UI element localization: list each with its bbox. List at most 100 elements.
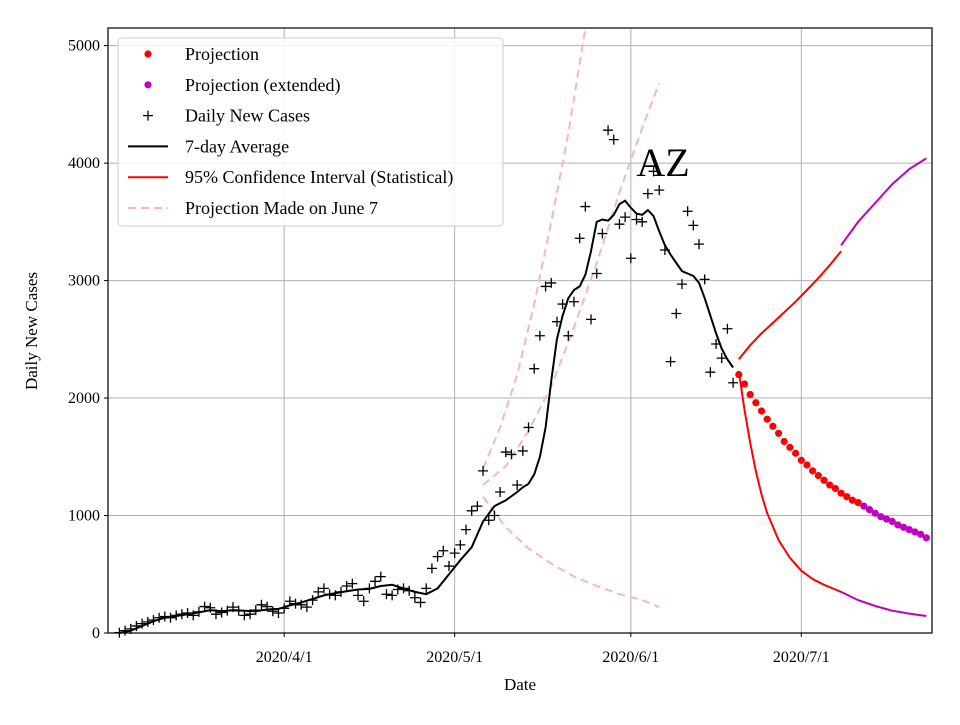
series-ci_ext: [840, 157, 927, 617]
daily-case-marker: [472, 501, 483, 512]
projection-point: [848, 496, 857, 504]
daily-case-marker: [557, 299, 568, 310]
daily-case-marker: [148, 615, 159, 626]
legend: Projection Projection (extended) Daily New…: [117, 37, 504, 227]
daily-case-marker: [330, 590, 341, 601]
daily-case-marker: [137, 618, 148, 629]
series-projection_ext: [860, 502, 930, 542]
projection_ext-point: [871, 509, 879, 517]
daily-case-marker: [364, 583, 375, 594]
daily-case-marker: [267, 606, 278, 617]
daily-case-marker: [483, 515, 494, 526]
daily-case-marker: [608, 134, 619, 145]
daily-case-marker: [159, 611, 170, 622]
daily-case-marker: [205, 602, 216, 613]
daily-case-marker: [688, 220, 699, 231]
daily-case-marker: [313, 586, 324, 597]
legend-label: Projection (extended): [185, 75, 340, 96]
projection-point: [843, 493, 851, 501]
daily-case-marker: [318, 583, 329, 594]
daily-case-marker: [358, 596, 369, 607]
daily-case-marker: [216, 607, 227, 618]
projection_ext-point: [899, 523, 908, 531]
daily-case-marker: [415, 597, 426, 608]
ci-band-line: [737, 370, 842, 593]
projection-point: [814, 471, 822, 480]
daily-case-marker: [574, 233, 585, 244]
daily-case-marker: [250, 605, 261, 616]
daily-case-marker: [642, 188, 653, 199]
projection-point: [735, 370, 743, 379]
projection_ext-point: [888, 517, 896, 525]
projection-point: [831, 484, 839, 493]
projection_ext-point: [922, 534, 930, 542]
daily-case-marker: [239, 610, 250, 621]
legend-label: 7-day Average: [185, 136, 289, 156]
daily-case-marker: [233, 605, 244, 616]
daily-case-marker: [273, 608, 284, 619]
daily-case-marker: [551, 316, 562, 327]
ci_ext-band-line: [840, 157, 927, 246]
x-tick-label: 2020/4/1: [256, 649, 313, 666]
x-tick-label: 2020/6/1: [602, 649, 659, 666]
daily-case-marker: [426, 563, 437, 574]
daily-case-marker: [506, 449, 517, 460]
daily-case-marker: [392, 584, 403, 595]
daily-case-marker: [478, 465, 489, 476]
daily-case-marker: [125, 623, 136, 634]
daily-case-marker: [245, 609, 256, 620]
projection-point: [780, 437, 788, 446]
projection-point: [786, 443, 794, 451]
projection-point: [740, 380, 749, 388]
plot-frame: [107, 27, 933, 634]
daily-case-marker: [654, 185, 665, 196]
daily-case-marker: [432, 551, 443, 562]
x-tick-label: 2020/7/1: [773, 649, 830, 666]
projection-point: [752, 399, 760, 407]
projection-point: [757, 407, 766, 415]
daily-case-marker: [347, 578, 358, 589]
daily-case-marker: [296, 599, 307, 610]
ticks: 0 1000 2000 3000 4000 5000 2020/4/1 2020/5/1 202…: [68, 38, 830, 666]
daily-case-marker: [404, 585, 415, 596]
projection_ext-point: [917, 530, 925, 538]
projection_ext-point: [894, 521, 902, 529]
daily-case-marker: [711, 339, 722, 350]
projection-point: [826, 481, 834, 489]
daily-case-marker: [301, 602, 312, 613]
daily-case-marker: [648, 166, 659, 177]
daily-case-marker: [307, 595, 318, 606]
projection-point: [792, 449, 800, 457]
daily-case-marker: [620, 212, 631, 223]
daily-case-marker: [546, 277, 557, 288]
projection-point: [854, 499, 862, 507]
daily-case-marker: [222, 605, 233, 616]
daily-case-marker: [142, 616, 153, 627]
daily-case-marker: [449, 548, 460, 559]
daily-case-marker: [586, 314, 597, 325]
ci_ext-band-line: [840, 590, 927, 617]
daily-case-marker: [495, 487, 506, 498]
y-tick-label: 0: [92, 625, 100, 642]
daily-case-marker: [529, 363, 540, 374]
daily-case-marker: [728, 377, 739, 388]
daily-case-marker: [182, 608, 193, 619]
daily-case-marker: [671, 308, 682, 319]
daily-case-marker: [563, 330, 574, 341]
daily-case-marker: [353, 590, 364, 601]
daily-case-marker: [165, 612, 176, 623]
daily-case-marker: [614, 219, 625, 230]
daily-case-marker: [381, 589, 392, 600]
daily-case-marker: [421, 583, 432, 594]
daily-case-marker: [210, 609, 221, 620]
daily-case-marker: [603, 125, 614, 136]
daily-case-marker: [171, 610, 182, 621]
daily-case-marker: [489, 510, 500, 521]
daily-case-marker: [540, 281, 551, 292]
chart-title: AZ: [636, 140, 689, 185]
projection-point: [809, 467, 817, 475]
projection-point: [769, 422, 777, 430]
legend-label: Projection: [185, 44, 259, 64]
daily-case-marker: [324, 589, 335, 600]
